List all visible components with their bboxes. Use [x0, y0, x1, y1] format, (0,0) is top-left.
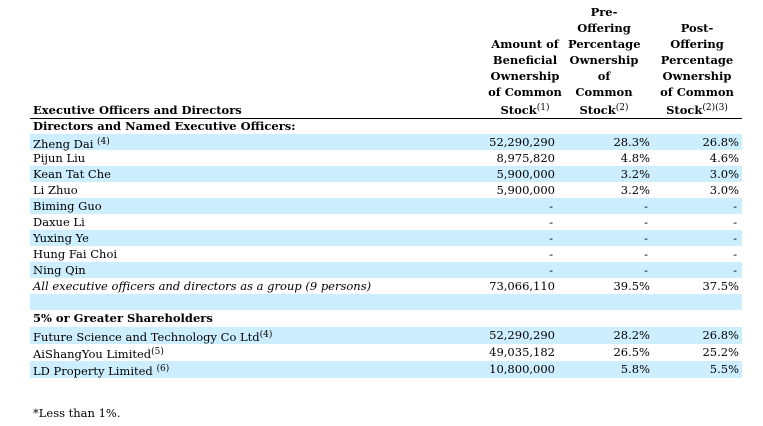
pre-cell: -	[644, 231, 648, 245]
table-row: Ning Qin - - -	[30, 262, 742, 278]
col-amount-line: Amount of	[491, 37, 559, 51]
holder-name: Future Science and Technology Co Ltd(4)	[33, 330, 273, 344]
table-row: Yuxing Ye - - -	[30, 230, 742, 246]
post-cell: 37.5%	[702, 279, 739, 293]
table-row: Pijun Liu 8,975,820 4.8% 4.6%	[30, 150, 742, 166]
post-cell: 3.0%	[709, 167, 739, 181]
post-cell: -	[733, 199, 737, 213]
col-pre-line: Pre-	[590, 5, 618, 19]
spacer-row	[30, 294, 742, 310]
amount-cell: 73,066,110	[489, 279, 555, 293]
header-divider	[30, 118, 742, 119]
pre-cell: 39.5%	[613, 279, 650, 293]
amount-cell: 5,900,000	[496, 183, 555, 197]
col-post-line: Post-	[680, 21, 714, 35]
person-name: Li Zhuo	[33, 183, 78, 197]
pre-cell: 3.2%	[620, 183, 650, 197]
table-row: LD Property Limited (6) 10,800,000 5.8% …	[30, 361, 742, 378]
amount-cell: 49,035,182	[489, 345, 555, 359]
amount-cell: 5,900,000	[496, 167, 555, 181]
col-post-line: Ownership	[662, 69, 732, 83]
pre-cell: 26.5%	[613, 345, 650, 359]
amount-cell: -	[549, 215, 553, 229]
footnote-ref: (2)	[615, 103, 629, 113]
col-post-line: of Common	[660, 85, 734, 99]
person-name: Ning Qin	[33, 263, 86, 277]
section-title: 5% or Greater Shareholders	[33, 311, 213, 325]
amount-cell: -	[549, 199, 553, 213]
col-amount-line: Ownership	[490, 69, 560, 83]
amount-cell: -	[549, 247, 553, 261]
post-cell: -	[733, 231, 737, 245]
person-name: Biming Guo	[33, 199, 102, 213]
pre-cell: -	[644, 247, 648, 261]
amount-cell: 52,290,290	[489, 328, 555, 342]
amount-cell: 10,800,000	[489, 362, 555, 376]
pre-cell: 28.3%	[613, 135, 650, 149]
post-cell: -	[733, 215, 737, 229]
post-cell: -	[733, 247, 737, 261]
exec-officers-heading: Executive Officers and Directors	[33, 103, 242, 117]
col-pre-line: Ownership	[569, 53, 639, 67]
footnote: *Less than 1%.	[33, 406, 121, 420]
col-post-header: Post- Offering Percentage Ownership of C…	[654, 20, 740, 118]
table-row: Biming Guo - - -	[30, 198, 742, 214]
section-title-row: 5% or Greater Shareholders	[30, 310, 742, 327]
footnote-ref: (1)	[536, 103, 550, 113]
col-pre-line: Percentage	[568, 37, 641, 51]
pre-cell: 4.8%	[620, 151, 650, 165]
pre-cell: 5.8%	[620, 362, 650, 376]
col-pre-line: of Common	[575, 69, 633, 99]
col-amount-header: Amount of Beneficial Ownership of Common…	[482, 36, 568, 118]
table-row: Future Science and Technology Co Ltd(4) …	[30, 327, 742, 344]
col-post-line: Percentage	[660, 53, 734, 67]
col-pre-line: Offering	[577, 21, 631, 35]
post-cell: 26.8%	[702, 135, 739, 149]
person-name: Zheng Dai (4)	[33, 137, 110, 151]
group-label: All executive officers and directors as …	[33, 279, 372, 293]
person-name: Yuxing Ye	[33, 231, 89, 245]
pre-cell: -	[644, 199, 648, 213]
post-cell: 4.6%	[709, 151, 739, 165]
col-amount-line: of Common	[488, 85, 562, 99]
col-amount-line: Stock	[500, 103, 537, 117]
col-post-line: Offering	[670, 37, 724, 51]
footnote-ref: (2)(3)	[702, 103, 728, 113]
section-title: Directors and Named Executive Officers:	[33, 119, 296, 133]
table-row: Zheng Dai (4) 52,290,290 28.3% 26.8%	[30, 134, 742, 151]
person-name: Hung Fai Choi	[33, 247, 118, 261]
col-post-line: Stock	[666, 103, 703, 117]
pre-cell: 3.2%	[620, 167, 650, 181]
group-total-row: All executive officers and directors as …	[30, 278, 742, 294]
amount-cell: 8,975,820	[496, 151, 555, 165]
table-row: AiShangYou Limited(5) 49,035,182 26.5% 2…	[30, 344, 742, 361]
post-cell: 26.8%	[702, 328, 739, 342]
person-name: Kean Tat Che	[33, 167, 111, 181]
amount-cell: -	[549, 231, 553, 245]
holder-name: LD Property Limited (6)	[33, 364, 170, 378]
table-row: Hung Fai Choi - - -	[30, 246, 742, 262]
table-row: Kean Tat Che 5,900,000 3.2% 3.0%	[30, 166, 742, 182]
ownership-table: Executive Officers and Directors Amount …	[30, 5, 742, 378]
person-name: Pijun Liu	[33, 151, 86, 165]
holder-name: AiShangYou Limited(5)	[33, 347, 164, 361]
amount-cell: -	[549, 263, 553, 277]
table-header: Executive Officers and Directors Amount …	[30, 5, 742, 119]
col-amount-line: Beneficial	[492, 53, 558, 67]
section-title-row: Directors and Named Executive Officers:	[30, 118, 742, 134]
person-name: Daxue Li	[33, 215, 85, 229]
table-row: Daxue Li - - -	[30, 214, 742, 230]
col-pre-header: Pre- Offering Percentage Ownership of Co…	[568, 4, 641, 118]
table-row: Li Zhuo 5,900,000 3.2% 3.0%	[30, 182, 742, 198]
post-cell: 5.5%	[709, 362, 739, 376]
post-cell: 25.2%	[702, 345, 739, 359]
pre-cell: -	[644, 215, 648, 229]
col-pre-line: Stock	[579, 103, 616, 117]
pre-cell: 28.2%	[613, 328, 650, 342]
post-cell: -	[733, 263, 737, 277]
post-cell: 3.0%	[709, 183, 739, 197]
pre-cell: -	[644, 263, 648, 277]
amount-cell: 52,290,290	[489, 135, 555, 149]
